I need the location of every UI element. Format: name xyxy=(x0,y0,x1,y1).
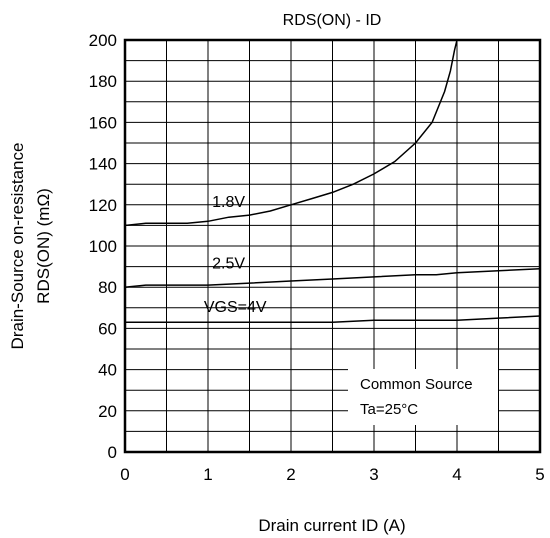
annotation-box: Common Source Ta=25°C xyxy=(348,369,498,425)
series-curves xyxy=(124,39,541,323)
y-tick-label: 60 xyxy=(98,319,117,338)
annotation-line-2: Ta=25°C xyxy=(360,401,418,418)
annotation-line-1: Common Source xyxy=(360,376,473,393)
series-label: VGS=4V xyxy=(204,299,267,316)
y-tick-label: 200 xyxy=(89,31,117,50)
plot-frame xyxy=(123,38,542,454)
series-line xyxy=(124,267,541,288)
series-line xyxy=(125,315,541,323)
chart-title: RDS(ON) - ID xyxy=(283,12,382,29)
grid xyxy=(125,40,540,452)
x-tick-label: 1 xyxy=(203,465,212,484)
x-axis-label: Drain current ID (A) xyxy=(258,516,405,535)
y-tick-labels: 0 20 40 60 80 100 120 140 160 180 200 xyxy=(89,31,117,462)
x-tick-label: 5 xyxy=(535,465,544,484)
y-tick-label: 140 xyxy=(89,155,117,174)
y-tick-label: 0 xyxy=(108,443,117,462)
y-tick-label: 20 xyxy=(98,402,117,421)
y-tick-label: 40 xyxy=(98,361,117,380)
y-tick-label: 160 xyxy=(89,113,117,132)
y-axis-label-line-2: RDS(ON) (mΩ) xyxy=(34,188,53,304)
series-line xyxy=(124,39,458,227)
x-tick-label: 3 xyxy=(369,465,378,484)
y-tick-label: 120 xyxy=(89,196,117,215)
y-axis-label-line-1: Drain-Source on-resistance xyxy=(8,143,27,350)
x-tick-labels: 0 1 2 3 4 5 xyxy=(120,465,544,484)
y-tick-label: 100 xyxy=(89,237,117,256)
y-axis-label: Drain-Source on-resistance RDS(ON) (mΩ) xyxy=(8,143,53,350)
series-labels: 1.8V 2.5V VGS=4V xyxy=(204,194,267,316)
series-label: 2.5V xyxy=(212,256,245,273)
series-label: 1.8V xyxy=(212,194,245,211)
x-tick-label: 4 xyxy=(452,465,461,484)
y-tick-label: 180 xyxy=(89,72,117,91)
x-tick-label: 0 xyxy=(120,465,129,484)
y-tick-label: 80 xyxy=(98,278,117,297)
x-tick-label: 2 xyxy=(286,465,295,484)
